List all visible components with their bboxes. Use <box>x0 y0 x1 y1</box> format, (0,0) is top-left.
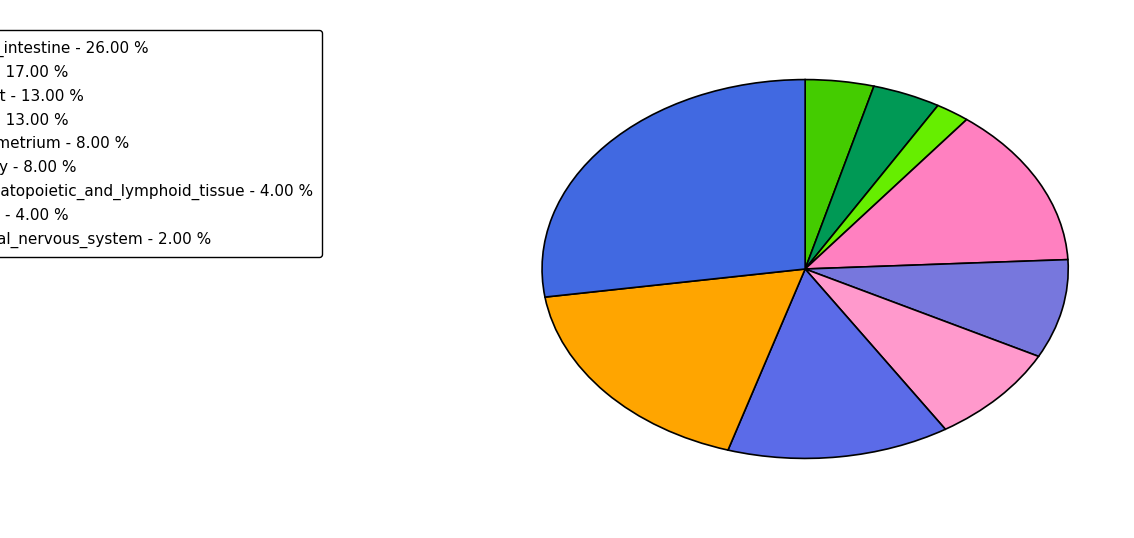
Wedge shape <box>805 269 1039 429</box>
Wedge shape <box>805 119 1068 269</box>
Wedge shape <box>805 105 966 269</box>
Wedge shape <box>728 269 946 458</box>
Wedge shape <box>805 86 938 269</box>
Wedge shape <box>545 269 805 450</box>
Legend: large_intestine - 26.00 %, lung - 17.00 %, breast - 13.00 %, liver - 13.00 %, en: large_intestine - 26.00 %, lung - 17.00 … <box>0 30 322 257</box>
Wedge shape <box>542 80 805 297</box>
Wedge shape <box>805 260 1068 356</box>
Wedge shape <box>805 80 874 269</box>
